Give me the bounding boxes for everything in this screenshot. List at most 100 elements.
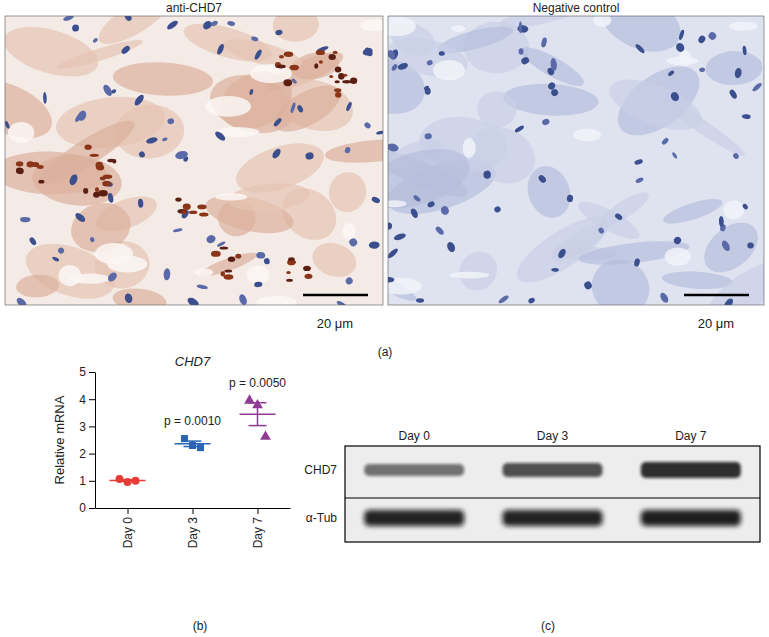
nucleus (439, 205, 450, 216)
nucleus (446, 241, 457, 254)
mean-line (240, 413, 276, 415)
lane-label: Day 7 (675, 429, 707, 443)
nucleus (256, 252, 265, 259)
nucleus (263, 258, 270, 265)
tick-label: Day 7 (251, 517, 265, 549)
nucleus (550, 58, 558, 72)
blot-divider (345, 498, 760, 499)
tick-label: Day 0 (121, 517, 135, 549)
band (641, 462, 741, 478)
tick-mark (128, 508, 129, 514)
nucleus (434, 225, 445, 236)
nucleus (138, 150, 146, 158)
gap (69, 273, 110, 283)
band (364, 464, 464, 476)
point (181, 435, 188, 442)
gap (215, 193, 247, 200)
tick-label: 4 (79, 393, 86, 407)
stain (95, 187, 99, 192)
nucleus (514, 125, 525, 134)
nucleus (697, 34, 707, 44)
annotation: p = 0.0010 (164, 414, 221, 428)
stain (84, 145, 91, 150)
tick-mark (89, 508, 95, 509)
blot-frame (345, 446, 760, 542)
stain (199, 212, 208, 216)
nucleus (659, 291, 670, 304)
marks (110, 394, 276, 486)
nucleus (723, 297, 735, 305)
nucleus (92, 37, 99, 43)
stain (16, 161, 24, 166)
stain (16, 168, 23, 174)
nucleus (363, 121, 372, 129)
nucleus (290, 102, 297, 113)
stain (283, 79, 292, 86)
tissue (92, 238, 152, 292)
series (240, 394, 276, 439)
nucleus (551, 268, 559, 272)
tissue (272, 16, 320, 43)
nucleus (344, 146, 351, 154)
tissue (267, 76, 348, 141)
tick: Day 0 (121, 508, 135, 548)
tissue (695, 213, 764, 283)
stain (90, 154, 99, 157)
nucleus (273, 117, 283, 128)
nucleus (238, 293, 249, 305)
nucleus (732, 152, 740, 160)
nucleus (742, 114, 751, 119)
stain (220, 246, 229, 249)
nucleus (106, 271, 118, 283)
nucleus (68, 173, 79, 186)
micrograph (351, 0, 769, 332)
nucleus (497, 294, 509, 305)
gap (449, 272, 489, 279)
tick-mark (89, 426, 95, 427)
tick: 5 (79, 365, 95, 379)
axis-line (95, 373, 96, 509)
stain (288, 260, 296, 263)
nucleus (15, 296, 28, 305)
stain (27, 161, 35, 167)
gap (665, 247, 691, 265)
nucleus (483, 170, 491, 179)
nucleus (388, 142, 399, 152)
gap (388, 278, 422, 295)
tissue (388, 31, 471, 83)
gap (451, 25, 465, 32)
stain (314, 63, 318, 68)
gap (433, 60, 465, 81)
micrograph (0, 0, 422, 315)
nucleus (540, 37, 547, 48)
stain (93, 192, 100, 198)
point (124, 478, 132, 486)
nucleus (672, 235, 682, 245)
stain (329, 75, 333, 78)
gap (679, 50, 692, 66)
nucleus (583, 280, 593, 291)
nucleus (146, 136, 159, 145)
figure: anti-CHD720 μmNegative control20 μm(a)01… (0, 0, 769, 637)
image-title: Negative control (533, 1, 620, 15)
point (197, 444, 204, 451)
nucleus (388, 49, 397, 61)
nucleus (275, 29, 283, 36)
stain (290, 65, 299, 71)
nucleus (667, 70, 675, 77)
band (641, 510, 741, 526)
nucleus (742, 203, 749, 210)
point (189, 442, 196, 449)
nucleus (210, 20, 219, 28)
nucleus (196, 284, 208, 290)
nucleus (227, 20, 236, 26)
tick-mark (258, 508, 259, 514)
tick-mark (89, 399, 95, 400)
nucleus (614, 212, 624, 221)
nucleus (412, 194, 421, 203)
nucleus (74, 211, 87, 223)
tissue (705, 50, 764, 87)
nucleus (89, 236, 95, 243)
stain (338, 73, 344, 80)
stain (279, 55, 284, 58)
